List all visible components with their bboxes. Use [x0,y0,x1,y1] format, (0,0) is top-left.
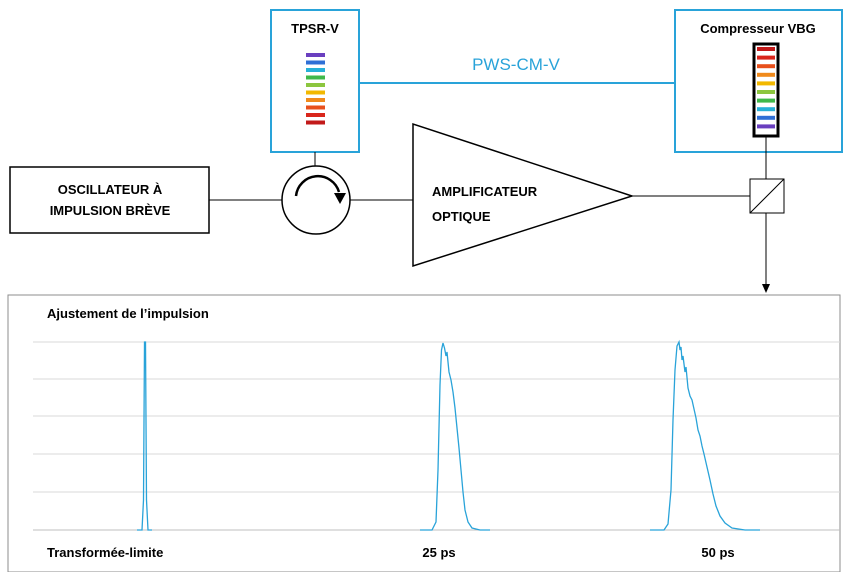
grating-stripe [306,113,325,117]
circulator-arrow-icon [294,175,341,197]
output-arrowhead-icon [762,284,770,293]
grating-stripe [306,60,325,65]
grating-stripe [306,75,325,80]
label-transform-limited: Transformée-limite [47,545,163,560]
grating-stripe [757,124,775,129]
circulator-arrowhead-icon [334,193,346,204]
compressor-grating [757,47,775,129]
panel-gridlines [33,341,840,493]
grating-stripe [306,83,325,87]
amplifier-label-line2: OPTIQUE [432,209,491,224]
grating-stripe [306,98,325,102]
grating-stripe [306,53,325,57]
grating-stripe [757,115,775,120]
grating-stripe [306,105,325,110]
amplifier-triangle [412,122,635,268]
grating-stripe [306,90,325,95]
grating-stripe [757,90,775,94]
label-25ps: 25 ps [422,545,455,560]
grating-stripe [306,120,325,125]
oscillator-box [9,166,210,234]
grating-stripe [757,107,775,112]
oscillator-label-line1: OSCILLATEUR À [58,182,163,197]
panel-title: Ajustement de l’impulsion [47,306,209,321]
tpsr-box [270,9,360,153]
beam-splitter-diagonal [749,178,785,214]
amplifier-label-line1: AMPLIFICATEUR [432,184,538,199]
label-50ps: 50 ps [701,545,734,560]
compressor-label: Compresseur VBG [700,21,816,36]
oscillator-label-line2: IMPULSION BRÈVE [50,203,171,218]
grating-stripe [757,64,775,69]
grating-stripe [757,98,775,103]
tpsr-grating [306,53,325,125]
grating-stripe [757,47,775,51]
grating-stripe [757,81,775,86]
pulse-50ps [650,339,760,531]
grating-stripe [757,72,775,77]
pulse-transform-limited [137,341,152,531]
pulse-25ps [420,342,490,531]
tpsr-label: TPSR-V [291,21,339,36]
grating-stripe [306,68,325,72]
pws-link-label: PWS-CM-V [472,55,560,74]
grating-stripe [757,55,775,60]
